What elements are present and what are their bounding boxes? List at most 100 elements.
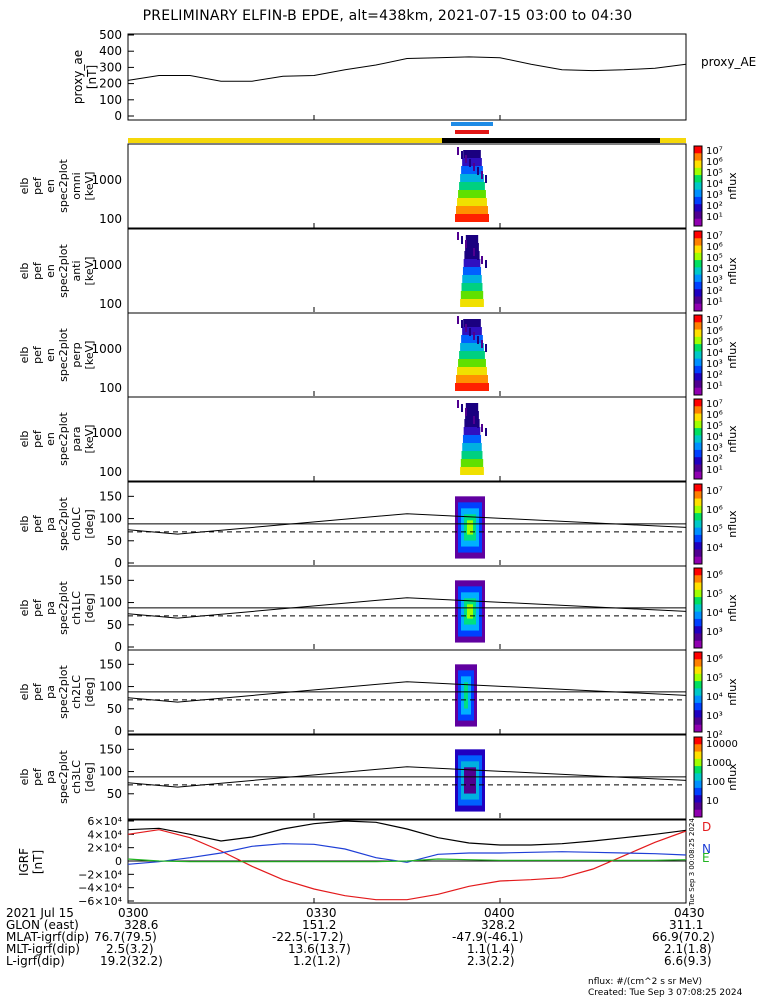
y-axis-label: en — [44, 348, 57, 362]
spectrogram-cell — [477, 167, 479, 175]
footer-value: 0400 — [484, 906, 515, 920]
y-axis-label: [deg] — [83, 762, 96, 791]
spectrogram-cell — [473, 248, 475, 256]
y-axis-label: pa — [44, 770, 57, 784]
footer-label: L-igrf(dip) — [6, 954, 65, 968]
colorbar — [694, 618, 702, 627]
colorbar-tick-label: 10² — [706, 730, 723, 741]
spectrogram-cell — [473, 163, 475, 171]
spectrogram-cell — [465, 408, 467, 416]
spectrogram-cell — [481, 171, 483, 179]
colorbar — [694, 695, 702, 704]
igrf-line-n — [127, 843, 687, 865]
footer-row-glon: GLON (east) 328.6 151.2 328.2 311.1 — [6, 919, 771, 931]
y-tick-label: 150 — [99, 742, 122, 756]
colorbar — [694, 597, 702, 605]
y-axis-label: pa — [44, 685, 57, 699]
legend-proxy-ae: proxy_AE — [701, 55, 756, 69]
spectrogram-cell — [460, 174, 484, 182]
footer-table: 2021 Jul 15 0300 0330 0400 0430 GLON (ea… — [6, 907, 771, 967]
y-axis-label: [keV] — [83, 341, 96, 370]
colorbar-tick-label: 10⁶ — [706, 505, 723, 516]
y-axis-label: [keV] — [83, 172, 96, 201]
footer-value: 19.2(32.2) — [100, 954, 163, 968]
colorbar — [694, 688, 702, 697]
colorbar-tick-label: 10¹ — [706, 297, 723, 308]
colorbar-label: nflux — [726, 763, 739, 791]
colorbar — [694, 484, 702, 492]
y-axis-label: [deg] — [83, 677, 96, 706]
y-axis-label: pef — [31, 514, 44, 533]
colorbar-label: nflux — [726, 594, 739, 622]
colorbar-tick-label: 10⁵ — [706, 673, 723, 684]
colorbar-label: nflux — [726, 341, 739, 369]
colorbar-tick-label: 10³ — [706, 275, 723, 286]
footer-row-mlat: MLAT-igrf(dip) 76.7(79.5) -22.5(-17.2) -… — [6, 931, 771, 943]
y-tick-label: 100 — [99, 596, 122, 610]
page-title: PRELIMINARY ELFIN-B EPDE, alt=438km, 202… — [142, 8, 633, 24]
colorbar — [694, 260, 702, 268]
y-tick-label: 100 — [99, 212, 122, 226]
colorbar — [694, 498, 702, 507]
series-label-d: D — [702, 820, 711, 834]
colorbar-tick-label: 10¹ — [706, 381, 723, 392]
colorbar — [694, 336, 702, 345]
colorbar — [694, 351, 702, 360]
colorbar — [694, 204, 702, 212]
spectrogram-cell — [460, 299, 484, 307]
spectrogram-cell — [477, 252, 479, 260]
colorbar-frame — [693, 567, 703, 649]
loss-cone-curve — [127, 766, 687, 788]
y-tick-label: 100 — [99, 512, 122, 526]
igrf-line-e — [127, 858, 687, 863]
spectrogram-cell — [460, 343, 484, 351]
spectrogram-cell — [469, 412, 471, 420]
colorbar-tick-label: 10² — [706, 370, 723, 381]
colorbar — [694, 289, 702, 297]
colorbar — [694, 520, 702, 529]
colorbar-tick-label: 10¹ — [706, 465, 723, 476]
colorbar — [694, 780, 702, 789]
spectrogram-cell — [473, 416, 475, 424]
colorbar — [694, 218, 702, 227]
y-axis-label: pef — [31, 429, 44, 448]
colorbar — [694, 252, 702, 261]
footer-row-mlt: MLT-igrf(dip) 2.5(3.2) 13.6(13.7) 1.1(1.… — [6, 943, 771, 955]
spectrogram-cell — [464, 251, 480, 259]
y-axis-label: proxy_ae — [71, 50, 85, 104]
y-tick-label: 50 — [107, 702, 122, 716]
footer-label: 2021 Jul 15 — [6, 906, 74, 920]
colorbar — [694, 787, 702, 796]
spectrogram-cell — [477, 336, 479, 344]
colorbar — [694, 281, 702, 290]
spectrogram-cell — [455, 383, 489, 391]
series-label-e: E — [702, 851, 710, 865]
spectrogram-cell — [465, 240, 467, 248]
colorbar-tick-label: 10⁵ — [706, 337, 723, 348]
spectrogram-cell — [463, 150, 481, 158]
colorbar — [694, 267, 702, 276]
spectrogram-cell — [459, 182, 485, 190]
y-tick-label: 1000 — [91, 258, 122, 272]
spectrogram-cell — [465, 235, 479, 243]
colorbar — [694, 542, 702, 550]
colorbar — [694, 527, 702, 536]
colorbar — [694, 737, 702, 745]
colorbar — [694, 809, 702, 818]
colorbar-tick-label: 10¹ — [706, 212, 723, 223]
colorbar-tick-label: 10⁵ — [706, 421, 723, 432]
footer-value: 2.3(2.2) — [467, 954, 515, 968]
y-axis-label: elb — [18, 347, 31, 364]
colorbar — [694, 231, 702, 239]
y-tick-label: −2×10⁴ — [78, 868, 122, 881]
spectrogram-cell — [457, 198, 487, 206]
y-tick-label: 500 — [99, 28, 122, 42]
spectrogram-cell — [477, 420, 479, 428]
colorbar — [694, 724, 702, 733]
pitch-angle-cell — [467, 520, 473, 535]
colorbar-tick-label: 10⁵ — [706, 524, 723, 535]
y-axis-label: ch1LC — [70, 591, 83, 625]
spectrogram-cell — [485, 260, 487, 268]
colorbar-tick-label: 10² — [706, 201, 723, 212]
footer-value: 6.6(9.3) — [664, 954, 712, 968]
